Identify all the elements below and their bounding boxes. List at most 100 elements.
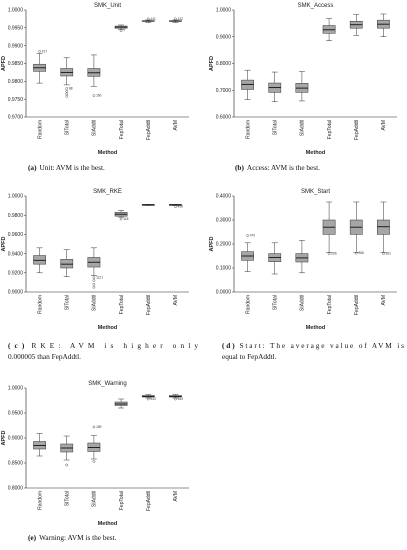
chart-panel: SMK_RKE 0.9000 0.9200 0.9400 0.9600 0.9800 1.0… — [1, 189, 198, 361]
x-axis-label: Method — [306, 325, 326, 331]
x-tick-label: AVM — [381, 120, 387, 130]
outlier-label: 88 — [69, 86, 73, 90]
outlier-point — [92, 279, 96, 282]
chart-title: SMK_Warning — [88, 381, 126, 387]
outlier-label: 142 — [178, 17, 184, 21]
y-tick-label: 0.6000 — [216, 115, 232, 121]
outlier-point — [92, 285, 96, 289]
outlier-label: 470 — [250, 234, 256, 238]
y-tick-label: 1.0000 — [216, 8, 232, 14]
outlier-point — [174, 205, 177, 208]
x-axis-label: Method — [98, 150, 118, 156]
outlier-label: 160 — [96, 94, 102, 98]
x-tick-label: FepTotal — [119, 491, 125, 510]
outlier-point — [146, 17, 150, 21]
x-tick-label: FepAddtl — [146, 491, 152, 511]
outlier-point — [65, 90, 69, 93]
caption-body: Access: AVM is the best. — [247, 163, 320, 172]
caption-body-line1: Start: The average value of AVM is — [239, 341, 404, 350]
x-tick-label: FepTotal — [119, 295, 125, 314]
y-tick-label: 0.9400 — [8, 251, 24, 257]
caption-text: (a) Unit: AVM is the best. — [28, 163, 105, 172]
y-tick-label: 0.9750 — [8, 97, 24, 103]
caption-label: (c) — [8, 341, 25, 350]
outlier-label: 7 — [123, 29, 125, 33]
x-tick-label: SITotal — [65, 491, 71, 506]
caption-body-line2: 0.000005 than FepAddtl. — [8, 352, 81, 361]
x-axis-label: Method — [306, 150, 326, 156]
figure-caption: (d) Start: The average value of AVM is equ… — [222, 341, 404, 361]
caption-body: Warning: AVM is the best. — [39, 533, 116, 542]
caption-label: (a) — [28, 163, 37, 172]
x-tick-label: Random — [245, 120, 251, 139]
caption-body-line2: equal to FepAddtl. — [222, 352, 277, 361]
outlier-label: 543 — [178, 397, 184, 401]
x-axis-label: Method — [98, 521, 118, 527]
outlier-point — [146, 397, 150, 401]
x-tick-label: SIAddtl — [300, 120, 306, 136]
x-tick-label: SIAddtl — [92, 120, 98, 136]
y-tick-label: 0.9800 — [8, 213, 24, 219]
outlier-label: 1121 — [96, 276, 103, 280]
outlier-point — [327, 252, 331, 255]
outlier-point — [92, 460, 96, 463]
y-tick-label: 0.8000 — [8, 486, 24, 492]
outlier-point — [354, 251, 358, 255]
x-tick-label: FepTotal — [327, 120, 333, 139]
x-tick-label: Random — [37, 295, 43, 314]
box-iqr — [33, 255, 46, 265]
y-tick-label: 0.4000 — [216, 194, 232, 200]
chart-panel: SMK_Unit 0.9700 0.9750 0.9800 0.9850 0.9900 0.… — [1, 3, 189, 172]
y-tick-label: 0.9700 — [8, 115, 24, 121]
y-axis-label: APFD — [209, 236, 215, 251]
outlier-label: 266 — [358, 251, 364, 255]
x-tick-label: FepTotal — [327, 295, 333, 314]
x-tick-label: FepAddtl — [354, 120, 360, 140]
y-tick-label: 0.9000 — [8, 436, 24, 442]
figure-caption: (e) Warning: AVM is the best. — [28, 533, 117, 542]
box-iqr — [60, 259, 74, 269]
y-tick-label: 0.9900 — [8, 43, 24, 49]
y-tick-label: 1.0000 — [8, 8, 24, 14]
x-tick-label: FepAddtl — [354, 295, 360, 315]
y-tick-label: 0.1000 — [216, 266, 232, 272]
y-axis-label: APFD — [1, 56, 7, 71]
caption-body: Unit: AVM is the best. — [40, 163, 106, 172]
outlier-point — [92, 283, 96, 286]
y-tick-label: 0.7000 — [216, 88, 232, 94]
y-tick-label: 0.9600 — [8, 232, 24, 238]
outlier-label: 426 — [178, 205, 184, 209]
x-tick-label: Random — [245, 295, 251, 314]
x-tick-label: SIAddtl — [300, 295, 306, 311]
y-tick-label: 0.9000 — [216, 34, 232, 40]
x-tick-label: Random — [37, 120, 43, 139]
x-tick-label: AVM — [173, 120, 179, 130]
outlier-label: 261 — [386, 252, 392, 256]
box-iqr — [377, 219, 390, 235]
chart-panel: SMK_Access 0.6000 0.7000 0.8000 0.9000 1.0000… — [209, 3, 397, 172]
x-tick-label: SITotal — [273, 295, 279, 310]
outlier-point — [92, 425, 96, 429]
outlier-label: 141 — [150, 17, 156, 21]
outlier-label: 118 — [123, 217, 128, 221]
caption-text: (d) Start: The average value of AVM is — [222, 341, 404, 350]
outlier-label: 189 — [96, 425, 102, 429]
figure-caption: (b) Access: AVM is the best. — [235, 163, 320, 172]
x-tick-label: SITotal — [65, 295, 71, 310]
caption-text: (e) Warning: AVM is the best. — [28, 533, 117, 542]
figure-caption: (a) Unit: AVM is the best. — [28, 163, 105, 172]
outlier-point — [38, 50, 41, 53]
caption-text: (b) Access: AVM is the best. — [235, 163, 320, 172]
outlier-point — [246, 234, 249, 237]
x-tick-label: FepAddtl — [146, 295, 152, 315]
y-axis-label: APFD — [1, 430, 7, 445]
caption-label: (d) — [222, 341, 235, 350]
caption-label: (e) — [28, 533, 37, 542]
chart-title: SMK_Unit — [94, 3, 121, 9]
y-axis-label: APFD — [209, 56, 215, 71]
outlier-label: 266 — [331, 252, 337, 256]
x-tick-label: AVM — [381, 295, 387, 305]
y-tick-label: 1.0000 — [8, 386, 24, 392]
y-tick-label: 0.9000 — [8, 290, 24, 296]
chart-panel: SMK_Start 0.0000 0.1000 0.2000 0.3000 0.4000 A… — [209, 189, 404, 361]
